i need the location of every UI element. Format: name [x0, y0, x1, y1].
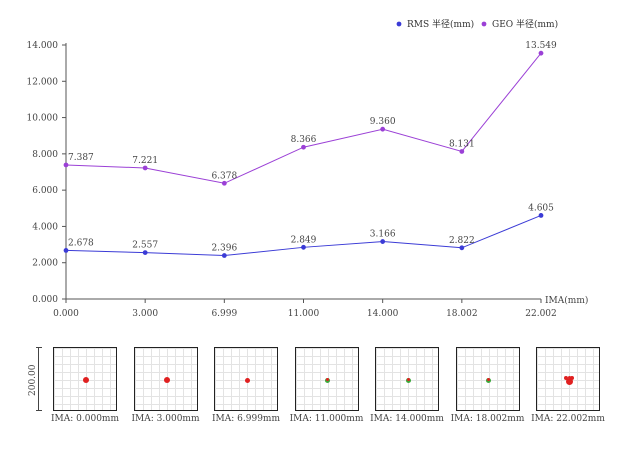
- spot-label: IMA: 11.000mm: [289, 414, 364, 424]
- data-label: 2.678: [68, 238, 94, 248]
- x-tick-label: 22.002: [525, 309, 557, 319]
- x-tick-label: 14.000: [367, 309, 399, 319]
- data-label: 2.396: [211, 244, 237, 254]
- data-label: 3.166: [370, 230, 396, 240]
- spot-dot: [565, 377, 573, 385]
- x-axis-label: IMA(mm): [545, 295, 588, 306]
- spot-label: IMA: 22.002mm: [531, 414, 605, 424]
- data-point: [380, 239, 386, 244]
- y-tick-label: 12.000: [27, 77, 59, 87]
- data-label: 9.360: [370, 117, 396, 127]
- spot-dot: [570, 376, 574, 380]
- x-tick-label: 6.999: [211, 309, 237, 319]
- spot-label: IMA: 6.999mm: [212, 414, 280, 424]
- data-point: [538, 50, 544, 56]
- data-point: [459, 149, 465, 154]
- data-label: 7.387: [68, 153, 94, 163]
- scale-bar: [36, 347, 42, 411]
- spot-dot: [567, 375, 571, 379]
- data-label: 7.221: [132, 156, 158, 166]
- data-label: 4.605: [528, 203, 554, 213]
- spot-dot: [83, 377, 89, 383]
- y-tick-label: 6.000: [32, 186, 58, 196]
- x-tick-label: 11.000: [288, 309, 320, 319]
- spot-dot: [564, 376, 568, 380]
- x-tick-label: 18.002: [446, 309, 478, 319]
- spot-box: [455, 347, 520, 411]
- data-label: 2.849: [291, 235, 317, 245]
- data-point: [221, 180, 227, 186]
- spot-box: [214, 347, 278, 411]
- data-point: [63, 248, 69, 253]
- x-tick-label: 0.000: [53, 309, 79, 319]
- spot-dot: [326, 377, 329, 381]
- spot-box: [375, 347, 439, 411]
- legend-marker: [396, 21, 402, 27]
- spot-label: IMA: 18.002mm: [450, 414, 525, 424]
- spot-label: IMA: 0.000mm: [51, 414, 119, 424]
- data-label: 8.131: [449, 139, 475, 149]
- legend-label: RMS 半径(mm): [407, 18, 474, 30]
- y-tick-label: 14.000: [27, 41, 59, 51]
- y-tick-label: 10.000: [27, 114, 59, 124]
- data-point: [380, 126, 386, 132]
- spot-box: [133, 347, 198, 411]
- data-label: 2.822: [449, 236, 475, 246]
- spot-label: IMA: 14.000mm: [370, 414, 444, 424]
- y-tick-label: 8.000: [32, 150, 58, 160]
- data-label: 2.557: [132, 241, 158, 251]
- x-tick-label: 3.000: [132, 309, 158, 319]
- spot-box: [53, 347, 117, 411]
- data-point: [538, 213, 544, 218]
- legend-label: GEO 半径(mm): [492, 18, 558, 30]
- spot-label: IMA: 3.000mm: [131, 414, 200, 424]
- data-point: [301, 144, 306, 150]
- data-point: [142, 165, 148, 171]
- data-point: [301, 244, 306, 250]
- spot-box: [294, 347, 359, 411]
- data-point: [459, 245, 465, 251]
- spot-box: [536, 347, 600, 411]
- spot-dot: [487, 377, 490, 381]
- line-chart: 0.000 2.000 4.000 6.000 8.000 10.000 12.000 14.…: [27, 18, 589, 319]
- data-point: [63, 162, 69, 168]
- data-point: [142, 250, 148, 256]
- spot-dot: [244, 377, 250, 383]
- spot-dot: [163, 377, 170, 383]
- data-label: 13.549: [525, 41, 557, 51]
- data-label: 8.366: [291, 135, 317, 145]
- scale-label: 200.00: [28, 364, 38, 397]
- data-label: 6.378: [211, 171, 237, 181]
- legend-marker: [481, 21, 487, 27]
- spot-dot: [406, 377, 410, 381]
- y-tick-label: 4.000: [32, 222, 58, 232]
- y-tick-label: 2.000: [32, 259, 58, 269]
- data-point: [221, 253, 227, 258]
- y-tick-label: 0.000: [32, 295, 58, 305]
